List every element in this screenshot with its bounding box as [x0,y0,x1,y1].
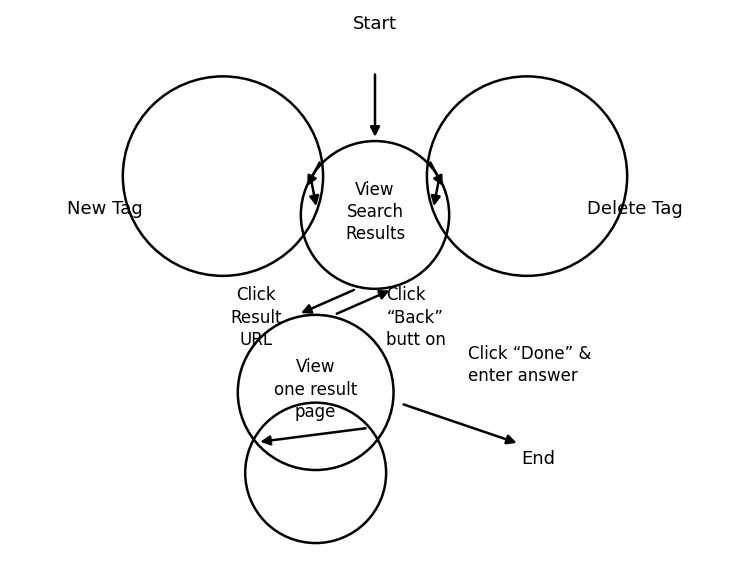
Text: End: End [521,450,555,468]
Text: Start: Start [353,15,397,33]
Text: Click
“Back”
butt on: Click “Back” butt on [386,287,446,348]
Text: Click
Result
URL: Click Result URL [230,287,282,348]
Text: View
Search
Results: View Search Results [345,181,405,243]
Text: View
one result
page: View one result page [274,359,357,421]
Text: Click “Done” &
enter answer: Click “Done” & enter answer [468,345,591,385]
Text: Delete Tag: Delete Tag [587,200,682,218]
Text: New Tag: New Tag [68,200,143,218]
